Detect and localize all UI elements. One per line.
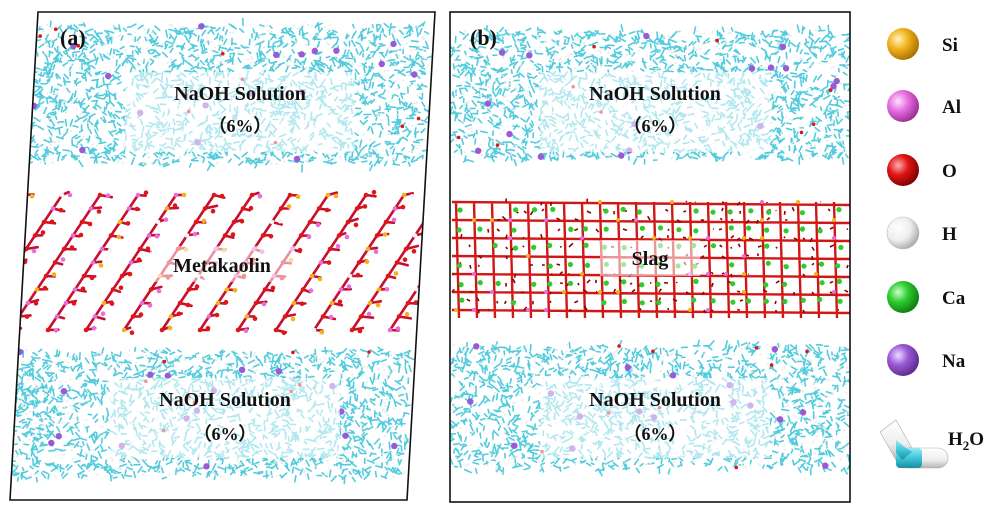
legend-item-si: Si bbox=[887, 28, 958, 60]
panel-b-top-solution-concentration: （6%） bbox=[624, 116, 687, 136]
al-atom-icon bbox=[887, 90, 919, 122]
panel-b: (b) NaOH Solution （6%） Slag NaOH Solutio… bbox=[448, 12, 854, 502]
panel-a-middle-layer-name: Metakaolin bbox=[173, 255, 271, 277]
o-atom-icon bbox=[887, 154, 919, 186]
na-atom-icon bbox=[887, 344, 919, 376]
legend: Si Al O H Ca Na H2O bbox=[880, 28, 984, 468]
legend-label-h: H bbox=[942, 224, 957, 245]
legend-item-water: H2O bbox=[880, 420, 984, 468]
panel-a-label: (a) bbox=[60, 25, 86, 50]
panel-a-bottom-solution-name: NaOH Solution bbox=[159, 389, 291, 411]
si-atom-icon bbox=[887, 28, 919, 60]
legend-label-water: H2O bbox=[948, 429, 984, 453]
panel-b-top-solution-name: NaOH Solution bbox=[589, 83, 721, 105]
legend-item-o: O bbox=[887, 154, 957, 186]
legend-item-al: Al bbox=[887, 90, 961, 122]
ca-atom-icon bbox=[887, 281, 919, 313]
panel-b-label: (b) bbox=[470, 25, 497, 50]
panel-b-bottom-solution-name: NaOH Solution bbox=[589, 389, 721, 411]
panel-b-bottom-solution-concentration: （6%） bbox=[624, 424, 687, 444]
legend-label-al: Al bbox=[942, 97, 961, 118]
legend-label-na: Na bbox=[942, 351, 966, 372]
legend-item-ca: Ca bbox=[887, 281, 966, 313]
legend-label-ca: Ca bbox=[942, 288, 966, 309]
water-molecule-icon bbox=[880, 420, 948, 468]
panel-a-metakaolin-layer bbox=[0, 190, 680, 335]
legend-item-na: Na bbox=[887, 344, 966, 376]
legend-item-h: H bbox=[887, 217, 957, 249]
legend-label-si: Si bbox=[942, 35, 958, 56]
legend-label-o: O bbox=[942, 161, 957, 182]
panel-a-bottom-solution-concentration: （6%） bbox=[194, 424, 257, 444]
panel-a-top-solution-name: NaOH Solution bbox=[174, 83, 306, 105]
panel-a-top-solution-concentration: （6%） bbox=[209, 116, 272, 136]
panel-b-middle-layer-name: Slag bbox=[632, 248, 669, 270]
h-atom-icon bbox=[887, 217, 919, 249]
